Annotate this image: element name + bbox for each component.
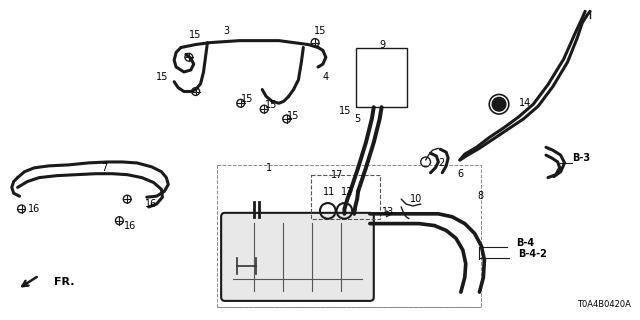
Text: B-4: B-4 bbox=[516, 238, 534, 248]
Text: FR.: FR. bbox=[54, 277, 74, 287]
FancyBboxPatch shape bbox=[221, 213, 374, 301]
Text: 13: 13 bbox=[381, 207, 394, 217]
Text: 10: 10 bbox=[410, 194, 422, 204]
Text: 15: 15 bbox=[287, 111, 299, 121]
Text: 16: 16 bbox=[145, 199, 157, 209]
Text: 15: 15 bbox=[189, 30, 201, 40]
Text: 11: 11 bbox=[323, 187, 335, 197]
Bar bbox=[356, 48, 407, 107]
Text: 16: 16 bbox=[124, 220, 136, 230]
Text: 15: 15 bbox=[314, 26, 326, 36]
Text: T0A4B0420A: T0A4B0420A bbox=[577, 300, 631, 309]
Text: 15: 15 bbox=[241, 94, 253, 104]
Text: 5: 5 bbox=[354, 114, 360, 124]
Text: 15: 15 bbox=[156, 72, 168, 82]
Text: 2: 2 bbox=[438, 158, 445, 168]
Text: 6: 6 bbox=[457, 169, 463, 179]
Text: B-4-2: B-4-2 bbox=[518, 249, 547, 259]
Text: 12: 12 bbox=[340, 187, 353, 197]
Text: 15: 15 bbox=[339, 106, 351, 116]
Text: 17: 17 bbox=[331, 170, 343, 180]
Text: 8: 8 bbox=[477, 191, 484, 201]
Bar bbox=[217, 165, 481, 307]
Text: B-3: B-3 bbox=[572, 153, 591, 163]
Text: 3: 3 bbox=[223, 26, 229, 36]
Circle shape bbox=[492, 97, 506, 111]
Text: 1: 1 bbox=[266, 163, 272, 173]
Text: 16: 16 bbox=[28, 204, 40, 214]
Text: 14: 14 bbox=[518, 98, 531, 108]
Text: 9: 9 bbox=[380, 40, 386, 50]
Text: 7: 7 bbox=[100, 163, 107, 173]
Text: 15: 15 bbox=[265, 100, 278, 110]
Bar bbox=[311, 175, 380, 219]
Text: 4: 4 bbox=[323, 72, 329, 82]
